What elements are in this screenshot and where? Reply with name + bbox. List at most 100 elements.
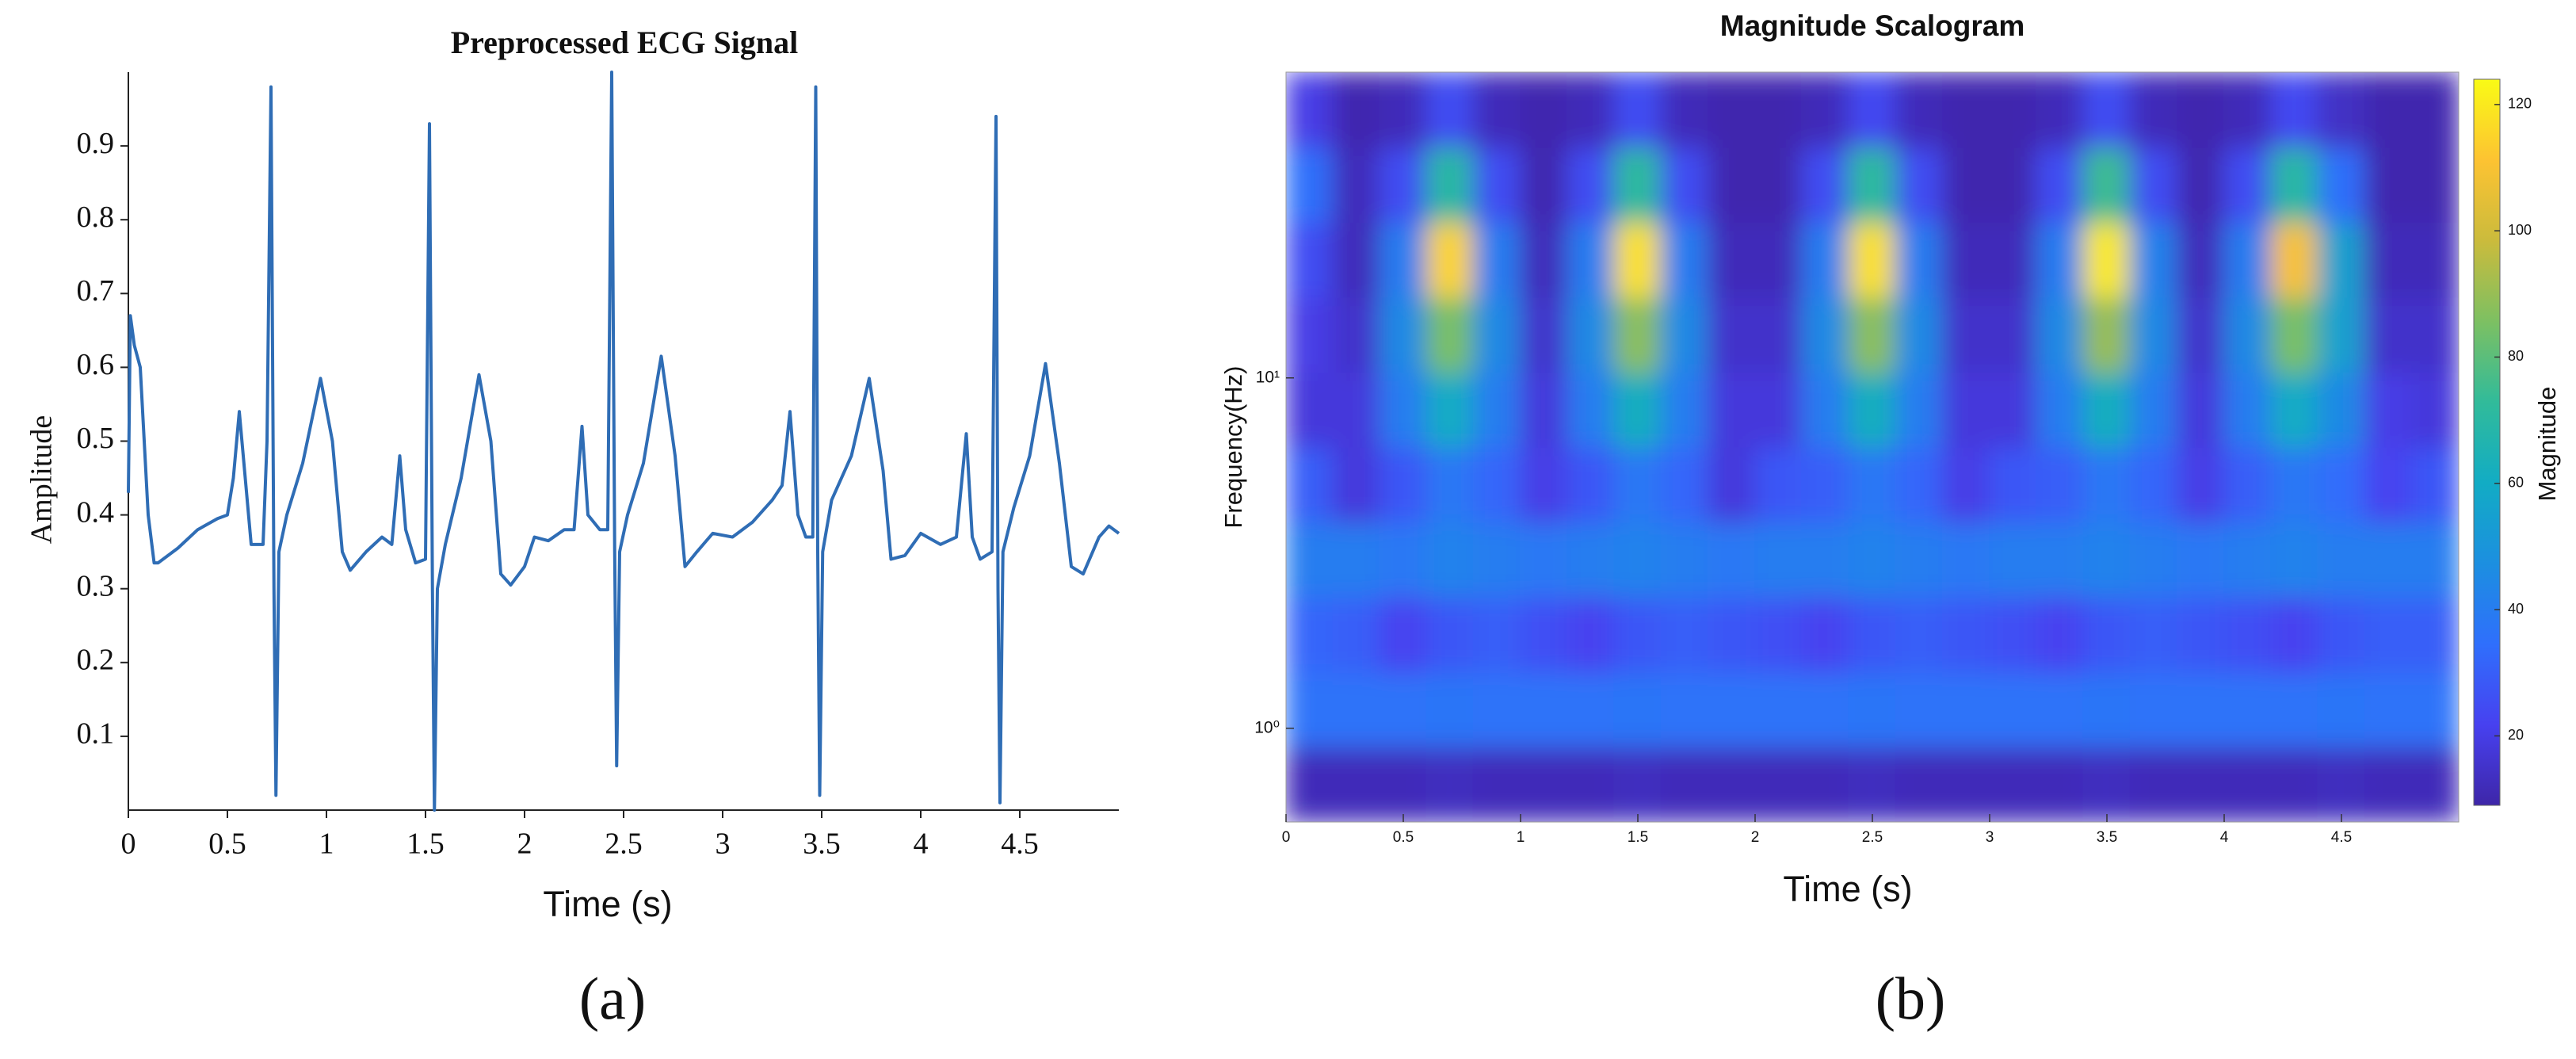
heatmap-cell	[2036, 521, 2085, 598]
heatmap-cell	[2176, 146, 2225, 224]
colorbar-tick-label: 120	[2508, 96, 2532, 112]
heatmap-cell	[2036, 445, 2085, 523]
heatmap-cell	[1286, 371, 1334, 448]
y-tick-label: 0.7	[77, 274, 115, 308]
heatmap-cell	[2082, 296, 2131, 373]
heatmap-cell	[2129, 72, 2178, 148]
heatmap-cell	[1895, 146, 1944, 224]
heatmap-cell	[2036, 746, 2085, 822]
heatmap-cell	[1989, 521, 2038, 598]
heatmap-cell	[1286, 445, 1334, 523]
heatmap-cell	[2364, 521, 2413, 598]
heatmap-cell	[1895, 371, 1944, 448]
heatmap-cell	[1379, 296, 1428, 373]
heatmap-cell	[2410, 371, 2459, 448]
x-tick-label: 1	[1517, 829, 1525, 846]
heatmap-cell	[2270, 296, 2319, 373]
heatmap-cell	[1707, 746, 1756, 822]
heatmap-cell	[1567, 371, 1616, 448]
heatmap-cell	[1754, 445, 1803, 523]
heatmap-cell	[1379, 746, 1428, 822]
heatmap-cell	[1989, 371, 2038, 448]
heatmap-cell	[2036, 296, 2085, 373]
heatmap-cell	[1472, 72, 1521, 148]
heatmap-cell	[1941, 596, 1990, 673]
heatmap-cell	[1941, 671, 1990, 748]
heatmap-cell	[1520, 671, 1569, 748]
heatmap-cell	[2129, 521, 2178, 598]
heatmap-cell	[2270, 746, 2319, 822]
heatmap-cell	[1848, 221, 1897, 298]
heatmap-cell	[1613, 671, 1662, 748]
heatmap-cell	[1425, 746, 1475, 822]
heatmap-cell	[1567, 72, 1616, 148]
y-tick-label: 0.6	[77, 348, 115, 381]
x-axis-label: Time (s)	[1783, 869, 1912, 909]
heatmap-cell	[1941, 445, 1990, 523]
heatmap-cell	[2317, 671, 2366, 748]
heatmap-cell	[2129, 371, 2178, 448]
heatmap-cell	[2270, 146, 2319, 224]
heatmap-cell	[2223, 671, 2273, 748]
x-tick-label: 2.5	[605, 828, 643, 861]
heatmap-cell	[2317, 746, 2366, 822]
y-tick-label: 0.8	[77, 201, 115, 234]
heatmap-cell	[1989, 146, 2038, 224]
x-tick-label: 3	[1986, 829, 1994, 846]
heatmap-cell	[1941, 371, 1990, 448]
x-tick-label: 0	[121, 828, 136, 861]
heatmap-cell	[2223, 746, 2273, 822]
heatmap-cell	[1707, 72, 1756, 148]
heatmap-cell	[2364, 671, 2413, 748]
heatmap-cell	[1286, 596, 1334, 673]
heatmap-cell	[2176, 445, 2225, 523]
heatmap-cell	[1660, 221, 1709, 298]
heatmap-cell	[2129, 296, 2178, 373]
caption: (b)	[1876, 965, 1946, 1032]
heatmap-cell	[1379, 671, 1428, 748]
heatmap-cell	[1801, 521, 1850, 598]
colorbar-label: Magnitude	[2533, 387, 2561, 502]
heatmap-cell	[1379, 521, 1428, 598]
heatmap-cell	[1895, 596, 1944, 673]
heatmap-cell	[2176, 596, 2225, 673]
heatmap-cell	[1707, 371, 1756, 448]
heatmap-cell	[1895, 221, 1944, 298]
heatmap-cell	[1520, 221, 1569, 298]
heatmap-cell	[1754, 371, 1803, 448]
heatmap-cell	[1801, 746, 1850, 822]
heatmap-cell	[1801, 146, 1850, 224]
heatmap-cell	[1707, 146, 1756, 224]
heatmap-cell	[2317, 521, 2366, 598]
heatmap-cell	[2082, 72, 2131, 148]
y-tick-label: 0.2	[77, 644, 115, 677]
heatmap-cell	[1332, 746, 1381, 822]
heatmap-cell	[1895, 521, 1944, 598]
y-axis-label: Amplitude	[25, 415, 59, 545]
heatmap-cell	[2410, 445, 2459, 523]
chart-title: Magnitude Scalogram	[1720, 10, 2025, 42]
heatmap-cell	[1567, 445, 1616, 523]
x-tick-label: 1	[319, 828, 334, 861]
heatmap-cell	[2317, 371, 2366, 448]
heatmap-cell	[1801, 72, 1850, 148]
heatmap-cell	[2410, 521, 2459, 598]
heatmap-cell	[2317, 72, 2366, 148]
heatmap-cell	[2270, 671, 2319, 748]
heatmap-cell	[1286, 671, 1334, 748]
heatmap-cell	[1286, 521, 1334, 598]
y-tick-label: 10¹	[1256, 368, 1280, 386]
heatmap-cell	[1472, 521, 1521, 598]
heatmap-cell	[1472, 671, 1521, 748]
heatmap-cell	[1379, 72, 1428, 148]
heatmap-cell	[1472, 445, 1521, 523]
heatmap-cell	[2223, 146, 2273, 224]
heatmap-cell	[1707, 296, 1756, 373]
x-axis-label: Time (s)	[543, 884, 672, 924]
heatmap-cell	[1754, 596, 1803, 673]
heatmap-cell	[2410, 296, 2459, 373]
heatmap-cell	[1801, 296, 1850, 373]
x-tick-label: 1.5	[406, 828, 445, 861]
heatmap-cell	[2082, 746, 2131, 822]
heatmap-cell	[1754, 296, 1803, 373]
